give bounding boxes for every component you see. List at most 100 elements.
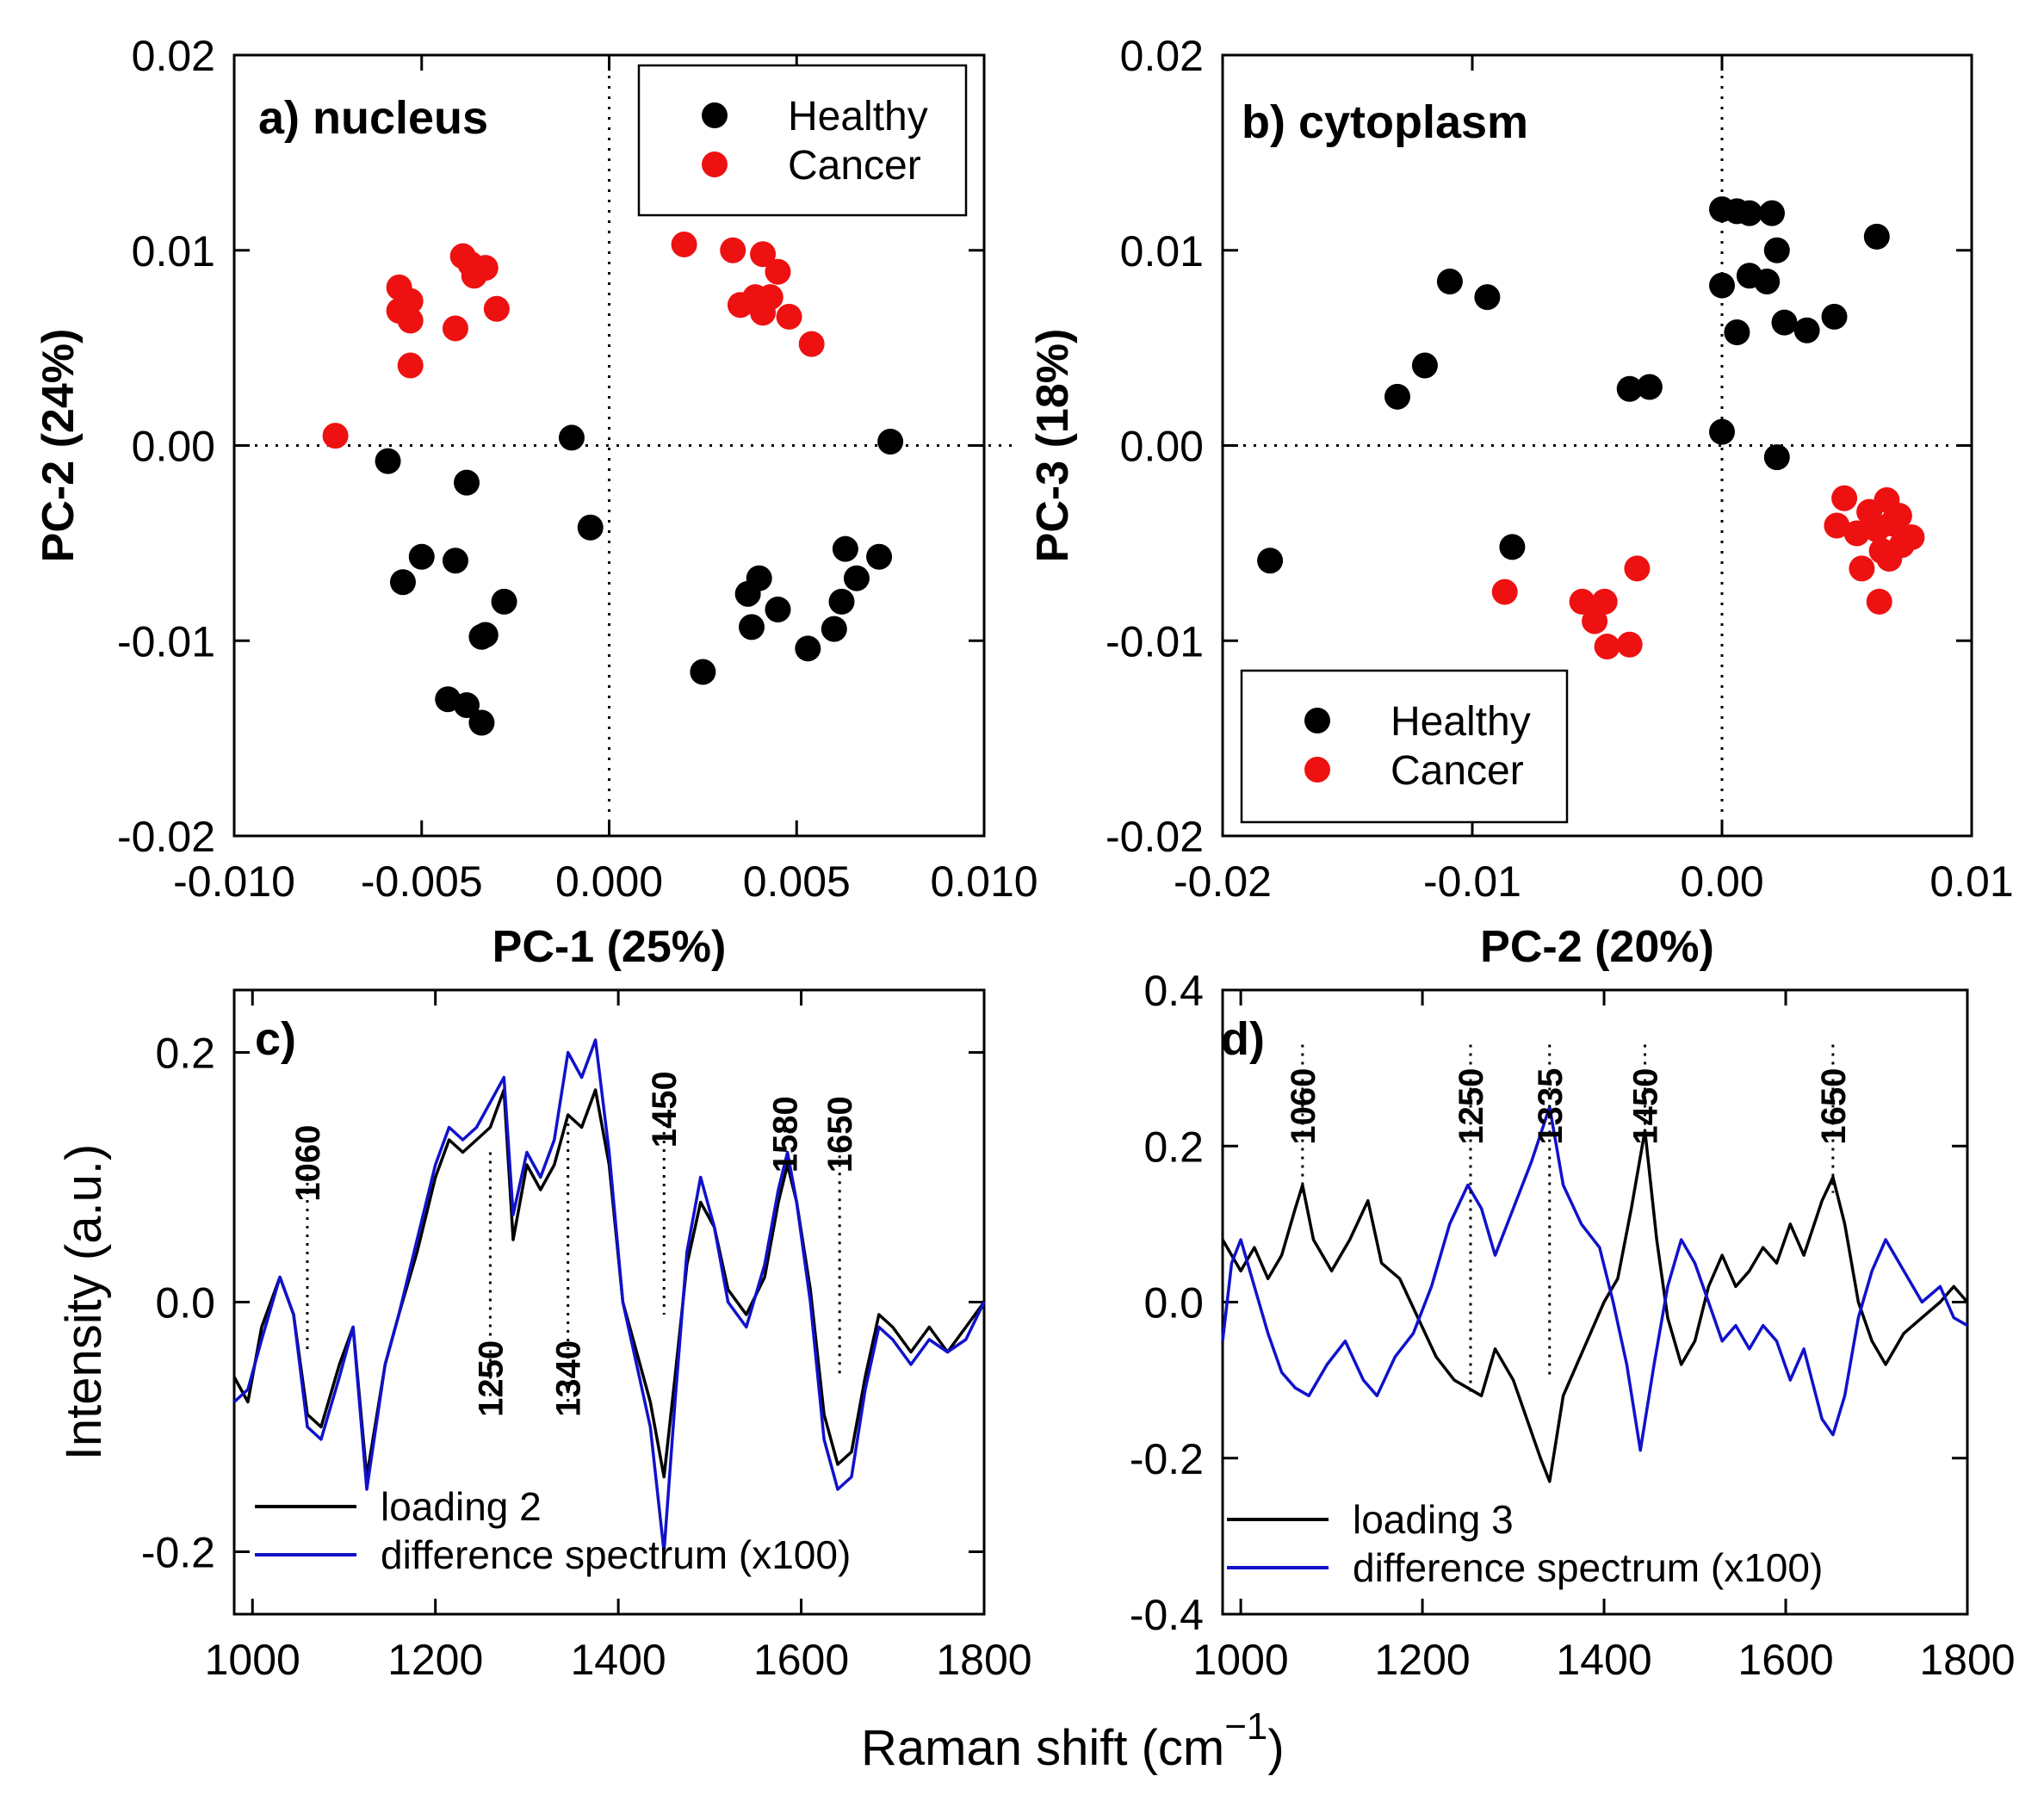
- panel-title: c): [255, 1013, 296, 1065]
- data-point-healthy: [1616, 375, 1643, 402]
- data-point-cancer: [1886, 503, 1912, 529]
- data-point-healthy: [1474, 284, 1501, 311]
- data-point-cancer: [798, 331, 825, 357]
- data-point-cancer: [472, 255, 499, 282]
- y-tick-label: 0.4: [1143, 967, 1204, 1015]
- data-point-healthy: [491, 588, 517, 615]
- data-point-healthy: [1636, 374, 1663, 400]
- y-tick-label: -0.2: [1130, 1435, 1204, 1483]
- peak-label: 1250: [1452, 1068, 1490, 1145]
- x-tick-label: 1800: [936, 1636, 1031, 1684]
- data-point-healthy: [1759, 200, 1785, 226]
- data-point-healthy: [389, 569, 416, 596]
- data-point-cancer: [1591, 588, 1618, 615]
- data-point-healthy: [1763, 444, 1790, 471]
- data-point-cancer: [720, 237, 746, 263]
- data-point-cancer: [322, 423, 349, 449]
- panel-a-nucleus-scatter: -0.010 -0.005 0.000 0.005 0.010 0.02 0.01 0.00 -…: [34, 32, 1038, 972]
- data-point-cancer: [397, 307, 424, 334]
- data-point-healthy: [1257, 548, 1284, 574]
- x-tick-label: 1600: [753, 1636, 849, 1684]
- data-point-cancer: [1831, 485, 1858, 511]
- data-point-cancer: [671, 231, 697, 257]
- x-tick-label: 0.01: [1929, 857, 2013, 906]
- x-tick-label: 1000: [205, 1636, 300, 1684]
- legend-label-cancer: Cancer: [788, 143, 921, 189]
- x-tick-label: -0.02: [1174, 857, 1272, 906]
- y-tick-label: -0.4: [1130, 1591, 1204, 1639]
- data-point-healthy: [454, 469, 480, 496]
- shared-x-axis-label-superscript: −1: [1224, 1705, 1267, 1748]
- data-point-cancer: [1866, 588, 1892, 615]
- peak-label: 1650: [821, 1096, 859, 1173]
- data-point-healthy: [821, 616, 847, 642]
- plot-frame: [232, 988, 986, 1616]
- x-tick-label: 0.010: [930, 857, 1037, 906]
- data-point-healthy: [577, 514, 604, 541]
- x-tick-label: 1200: [387, 1636, 483, 1684]
- data-point-cancer: [1843, 520, 1870, 547]
- legend-marker-healthy: [702, 102, 728, 128]
- y-tick-label: 0.2: [155, 1030, 215, 1078]
- series-healthy: [1257, 196, 1890, 574]
- data-point-cancer: [1888, 532, 1915, 559]
- data-point-cancer: [750, 300, 777, 326]
- data-point-healthy: [1709, 418, 1735, 445]
- peak-label: 1650: [1815, 1068, 1853, 1145]
- data-point-cancer: [1491, 579, 1518, 605]
- shared-x-axis-label-close: ): [1267, 1720, 1284, 1776]
- data-point-healthy: [408, 543, 435, 570]
- x-tick-label: 1200: [1374, 1636, 1470, 1684]
- data-point-cancer: [1582, 608, 1608, 634]
- data-point-healthy: [1763, 237, 1790, 263]
- series-cancer: [322, 231, 825, 449]
- x-tick-label: -0.010: [173, 857, 295, 906]
- y-axis-title: PC-3 (18%): [1028, 329, 1078, 563]
- y-tick-label: 0.01: [132, 227, 215, 275]
- panel-c-loading-2-spectrum: 1000 1200 1400 1600 1800 0.2 0.0 -0.2 Intensity …: [56, 988, 1032, 1684]
- x-tick-label: -0.005: [361, 857, 483, 906]
- panel-d-loading-3-spectrum: 1000 1200 1400 1600 1800 0.4 0.2 0.0 -0.2 -0.4 d) 1…: [1130, 967, 2016, 1684]
- shared-x-axis-label: Raman shift (cm−1): [861, 1705, 1285, 1776]
- y-tick-label: 0.0: [1143, 1279, 1204, 1327]
- legend-marker-cancer: [1304, 757, 1330, 783]
- y-tick-label: 0.02: [132, 32, 215, 80]
- data-point-cancer: [442, 315, 468, 342]
- data-point-cancer: [1824, 512, 1850, 539]
- data-point-cancer: [397, 288, 424, 314]
- plot-frame: [1221, 988, 1969, 1616]
- legend-box: [637, 64, 968, 217]
- panel-b-cytoplasm-scatter: -0.02 -0.01 0.00 0.01 0.02 0.01 0.00 -0.01 -0.02…: [1028, 32, 2014, 972]
- peak-label: 1450: [1627, 1068, 1665, 1145]
- y-tick-label: 0.00: [132, 423, 215, 471]
- data-point-healthy: [442, 548, 468, 574]
- legend-label-healthy: Healthy: [788, 94, 928, 139]
- legend-box: [1240, 669, 1569, 824]
- shared-x-axis-label-text: Raman shift (cm: [861, 1720, 1224, 1776]
- legend-label-healthy: Healthy: [1391, 699, 1531, 745]
- data-point-healthy: [738, 614, 765, 640]
- data-point-cancer: [1569, 588, 1595, 615]
- data-point-healthy: [1736, 200, 1762, 226]
- data-point-cancer: [1594, 634, 1620, 660]
- data-point-healthy: [746, 565, 772, 591]
- peak-label: 1580: [766, 1096, 804, 1173]
- data-point-healthy: [468, 709, 495, 736]
- series-cancer: [1491, 485, 1925, 660]
- data-point-cancer: [397, 352, 424, 379]
- y-tick-label: 0.02: [1120, 32, 1204, 80]
- data-point-cancer: [776, 303, 802, 330]
- data-point-healthy: [1793, 317, 1820, 343]
- x-tick-label: 1000: [1192, 1636, 1288, 1684]
- y-tick-label: 0.00: [1120, 423, 1204, 471]
- x-tick-label: 1400: [1556, 1636, 1651, 1684]
- data-point-healthy: [1709, 272, 1735, 299]
- x-tick-label: 1800: [1919, 1636, 2015, 1684]
- legend-marker-cancer: [702, 152, 728, 177]
- y-tick-label: -0.2: [141, 1529, 215, 1577]
- y-tick-label: -0.01: [1106, 617, 1204, 665]
- data-point-healthy: [1411, 352, 1438, 379]
- data-point-healthy: [765, 596, 791, 622]
